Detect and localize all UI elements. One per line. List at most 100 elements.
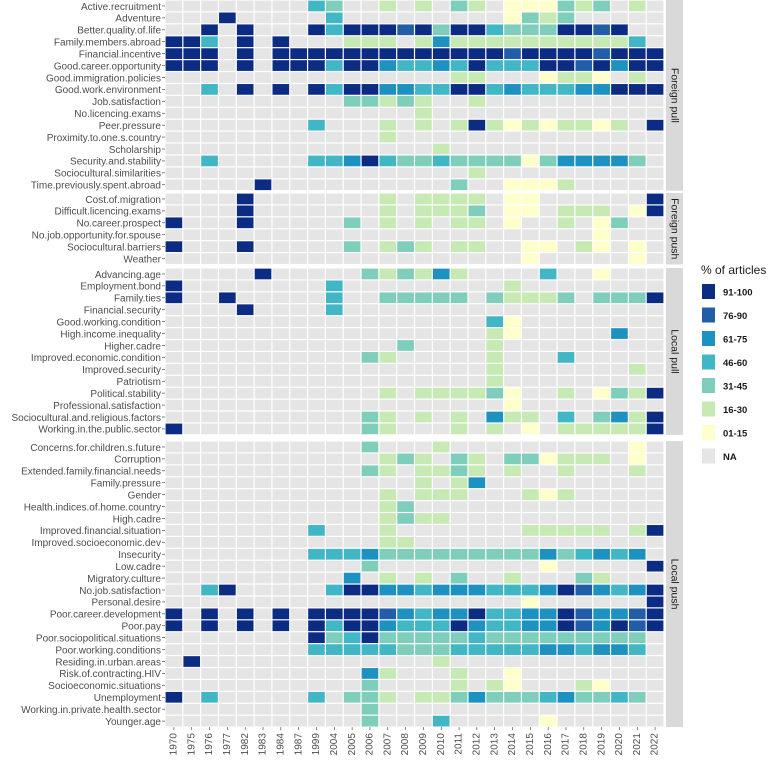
- heatmap-cell: [343, 292, 361, 304]
- heatmap-cell: [236, 536, 254, 548]
- heatmap-cell: [575, 656, 593, 667]
- heatmap-cell: [308, 387, 325, 399]
- heatmap-cell: [486, 316, 504, 327]
- heatmap-cell: [415, 0, 432, 12]
- heatmap-cell: [628, 316, 646, 327]
- heatmap-cell: [290, 536, 307, 548]
- heatmap-cell: [468, 72, 486, 83]
- heatmap-cell: [272, 620, 290, 632]
- heatmap-cell: [628, 268, 646, 280]
- heatmap-cell: [361, 513, 379, 524]
- heatmap-cell: [397, 36, 414, 48]
- heatmap-cell: [183, 24, 201, 36]
- heatmap-cell: [593, 167, 610, 179]
- heatmap-cell: [325, 328, 343, 339]
- heatmap-cell: [557, 375, 575, 387]
- heatmap-cell: [236, 107, 254, 119]
- heatmap-cell: [397, 477, 414, 489]
- heatmap-cell: [593, 229, 610, 241]
- heatmap-cell: [236, 363, 254, 375]
- heatmap-cell: [628, 423, 646, 435]
- heatmap-cell: [343, 399, 361, 411]
- heatmap-cell: [557, 0, 575, 12]
- heatmap-cell: [611, 328, 628, 339]
- heatmap-cell: [646, 217, 664, 229]
- heatmap-cell: [361, 107, 379, 119]
- heatmap-cell: [646, 205, 664, 217]
- heatmap-cell: [308, 119, 325, 131]
- heatmap-cell: [379, 304, 397, 316]
- row-label: Low.cadre: [115, 562, 161, 573]
- heatmap-cell: [432, 411, 450, 423]
- heatmap-cell: [611, 36, 628, 48]
- heatmap-cell: [646, 656, 664, 667]
- legend-key: [702, 331, 715, 346]
- heatmap-cell: [593, 280, 610, 292]
- heatmap-cell: [504, 703, 521, 715]
- heatmap-cell: [201, 513, 218, 524]
- heatmap-cell: [432, 280, 450, 292]
- heatmap-cell: [219, 155, 236, 167]
- heatmap-cell: [575, 644, 593, 655]
- x-tick-label: 2010: [436, 733, 447, 756]
- row-label: Higher.cadre: [104, 341, 161, 352]
- x-tick-label: 2011: [454, 733, 465, 755]
- heatmap-cell: [379, 131, 397, 143]
- heatmap-cell: [343, 95, 361, 107]
- heatmap-cell: [611, 644, 628, 655]
- heatmap-cell: [486, 387, 504, 399]
- x-tick-label: 2009: [418, 733, 429, 756]
- heatmap-cell: [557, 340, 575, 351]
- heatmap-cell: [272, 584, 290, 596]
- heatmap-cell: [201, 292, 218, 304]
- heatmap-cell: [361, 119, 379, 131]
- heatmap-cell: [236, 0, 254, 12]
- heatmap-cell: [236, 465, 254, 477]
- heatmap-cell: [593, 703, 610, 715]
- heatmap-cell: [468, 489, 486, 500]
- legend-key: [702, 307, 715, 323]
- heatmap-cell: [611, 513, 628, 524]
- heatmap-cell: [325, 95, 343, 107]
- heatmap-cell: [290, 179, 307, 191]
- heatmap-cell: [611, 95, 628, 107]
- heatmap-cell: [290, 340, 307, 351]
- row-label: High.income.inequality: [60, 329, 161, 340]
- x-tick-label: 2012: [472, 733, 483, 756]
- heatmap-cell: [308, 584, 325, 596]
- heatmap-cell: [183, 375, 201, 387]
- heatmap-cell: [254, 107, 272, 119]
- heatmap-cell: [415, 12, 432, 24]
- heatmap-cell: [522, 620, 539, 632]
- heatmap-cell: [628, 584, 646, 596]
- heatmap-cell: [290, 656, 307, 667]
- heatmap-cell: [557, 715, 575, 727]
- heatmap-cell: [254, 119, 272, 131]
- heatmap-cell: [593, 179, 610, 191]
- heatmap-cell: [522, 328, 539, 339]
- heatmap-cell: [308, 217, 325, 229]
- heatmap-cell: [397, 352, 414, 363]
- heatmap-cell: [397, 131, 414, 143]
- heatmap-cell: [183, 95, 201, 107]
- heatmap-cell: [183, 525, 201, 536]
- heatmap-cell: [325, 229, 343, 241]
- heatmap-cell: [201, 304, 218, 316]
- heatmap-cell: [325, 703, 343, 715]
- heatmap-cell: [486, 229, 504, 241]
- row-label: Improved.economic.condition: [31, 353, 161, 364]
- heatmap-cell: [557, 423, 575, 435]
- heatmap-cell: [290, 205, 307, 217]
- row-label: Adventure: [115, 14, 161, 25]
- row-label: Improved.financial.situation: [40, 526, 161, 537]
- heatmap-cell: [432, 167, 450, 179]
- heatmap-cell: [468, 12, 486, 24]
- heatmap-cell: [397, 441, 414, 453]
- heatmap-cell: [183, 620, 201, 632]
- heatmap-cell: [593, 36, 610, 48]
- heatmap-cell: [486, 691, 504, 703]
- heatmap-cell: [397, 608, 414, 620]
- heatmap-cell: [219, 453, 236, 465]
- heatmap-cell: [254, 36, 272, 48]
- heatmap-cell: [539, 205, 557, 217]
